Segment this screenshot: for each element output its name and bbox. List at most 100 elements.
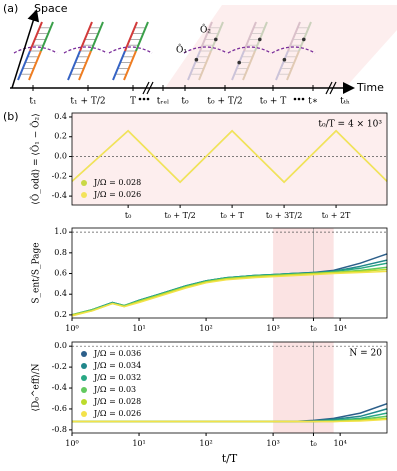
- entanglement-arc: [63, 46, 108, 54]
- rail: [287, 21, 301, 52]
- y-tick-label: 0.2: [54, 132, 67, 141]
- series-line: [71, 268, 388, 316]
- y-tick-label: -0.4: [52, 191, 67, 200]
- space-label: Space: [34, 2, 68, 15]
- rail: [199, 21, 213, 52]
- x-tick-label: t₀ + T: [220, 211, 244, 220]
- ladder: [231, 21, 268, 81]
- rail: [198, 50, 212, 81]
- rail: [40, 21, 54, 52]
- ladder: [67, 21, 104, 81]
- legend-marker: [81, 411, 87, 417]
- site-dot: [302, 37, 306, 42]
- x-tick-label: 10¹: [132, 324, 145, 333]
- x-axis-label: t/T: [222, 452, 238, 465]
- x-tick-label: 10⁰: [65, 439, 78, 448]
- legend-label: J/Ω = 0.026: [93, 409, 141, 418]
- y-tick-label: 0.4: [54, 112, 67, 121]
- rail: [123, 50, 137, 81]
- operator-label: Ô₁: [176, 44, 187, 56]
- time-tick-label: t₁: [29, 97, 36, 107]
- x-tick-label: 10³: [266, 324, 279, 333]
- time-tick-label: T: [130, 97, 136, 107]
- axes-frame: [71, 112, 388, 206]
- entanglement-arc: [271, 46, 316, 54]
- time-tick-label: t₀ + T/2: [207, 97, 242, 107]
- x-tick-label: 10²: [199, 324, 212, 333]
- y-tick-label: 0.6: [54, 269, 67, 278]
- y-axis-label: S_ent/S_Page: [32, 242, 42, 303]
- legend-label: J/Ω = 0.028: [93, 178, 141, 187]
- legend-label: J/Ω = 0.03: [93, 385, 136, 394]
- y-tick-label: 0.2: [54, 310, 67, 319]
- rail: [78, 50, 92, 81]
- operator-label: Ô₂: [200, 24, 211, 36]
- entanglement-arc: [183, 46, 228, 54]
- x-tick-label: 10³: [266, 439, 279, 448]
- y-tick-label: 0.0: [54, 152, 67, 161]
- series-line: [71, 270, 388, 317]
- legend-marker: [81, 375, 87, 381]
- shaded-span: [273, 342, 334, 433]
- y-tick-label: -0.6: [52, 404, 67, 413]
- x-tick-label: t₀: [310, 324, 316, 333]
- x-tick-label: 10⁰: [65, 324, 78, 333]
- panel-label: (b): [3, 110, 19, 123]
- site-dot: [282, 57, 287, 62]
- rail: [28, 50, 42, 81]
- entanglement-arc: [227, 46, 272, 54]
- y-tick-label: -0.2: [52, 362, 67, 371]
- entanglement-arc: [13, 46, 58, 54]
- panel-label: (a): [3, 2, 18, 15]
- rail: [112, 50, 126, 81]
- legend-marker: [81, 363, 87, 369]
- series-line: [71, 266, 388, 316]
- time-tick-label: tᵣₑₗ: [157, 97, 169, 107]
- y-tick-label: -0.4: [52, 383, 67, 392]
- shaded-region: [165, 5, 397, 88]
- y-tick-label: 1.0: [54, 227, 67, 236]
- series-line: [71, 129, 388, 184]
- y-axis-label: ⟨D₀^eff⟩/N: [32, 363, 42, 411]
- series-line: [72, 418, 388, 423]
- y-axis-label: ⟨Ô_odd⟩ = ⟨Ô₁ − Ô₂⟩: [30, 113, 42, 204]
- ladder: [17, 21, 54, 81]
- rail: [275, 50, 289, 81]
- legend-marker: [81, 387, 87, 393]
- annotation: N = 20: [349, 349, 382, 359]
- rail: [254, 21, 268, 52]
- time-tick-label: t₀: [181, 97, 189, 107]
- site-dot: [214, 37, 218, 42]
- x-tick-label: t₀ + 3T/2: [266, 211, 302, 220]
- rail: [243, 21, 257, 52]
- rail: [79, 21, 93, 52]
- x-tick-label: t₀ + 2T: [322, 211, 351, 220]
- legend-marker: [81, 399, 87, 405]
- legend-label: J/Ω = 0.034: [93, 361, 141, 370]
- y-tick-label: -0.8: [52, 425, 67, 434]
- axes-frame: [71, 227, 388, 319]
- axis-breaks: [142, 81, 337, 95]
- x-tick-label: t₀ + T/2: [164, 211, 195, 220]
- ellipsis-dots: [138, 97, 305, 101]
- legend-label: J/Ω = 0.032: [93, 373, 141, 382]
- series-line: [71, 262, 388, 316]
- rail: [231, 50, 245, 81]
- annotation: t₀/T = 4 × 10³: [318, 120, 382, 130]
- rail: [67, 50, 81, 81]
- rail: [298, 21, 312, 52]
- x-tick-label: t₀: [125, 211, 131, 220]
- background: [72, 113, 387, 205]
- ladders: [13, 21, 316, 81]
- time-tick-label: t₁ + T/2: [70, 97, 105, 107]
- x-tick-label: 10⁴: [333, 324, 346, 333]
- ladder: [187, 21, 224, 81]
- entanglement-arc: [108, 46, 153, 54]
- site-dot: [194, 57, 199, 62]
- space-axis: [11, 9, 40, 89]
- time-tick-label: t∗: [308, 97, 318, 107]
- x-tick-label: t₀: [310, 439, 316, 448]
- y-tick-label: 0.4: [54, 289, 67, 298]
- rail: [187, 50, 201, 81]
